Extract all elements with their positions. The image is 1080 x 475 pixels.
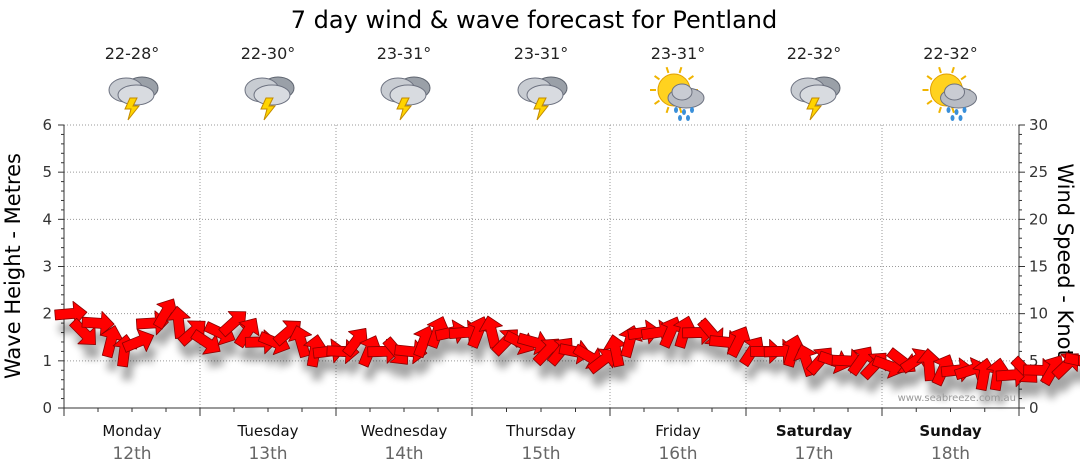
day-date: 17th [794, 444, 833, 464]
wind-arrow [603, 334, 628, 368]
wind-arrow [81, 310, 115, 336]
left-tick-label: 1 [42, 352, 52, 370]
thunderstorm-icon [517, 76, 568, 121]
left-tick-label: 5 [42, 163, 52, 181]
right-tick-label: 0 [1029, 399, 1039, 417]
wind-arrow [342, 328, 368, 358]
temperature-row: 22-28° 22-30° 23-31° 23-31° 23-31° 22-32° 22-3… [105, 44, 978, 63]
left-axis-label: Wave Height - Metres [1, 153, 25, 379]
wind-arrow-shadow [194, 343, 225, 369]
wind-arrow [726, 326, 752, 359]
wind-arrow-shadow [1044, 369, 1069, 400]
right-axis-label: Wind Speed - Knots [1053, 163, 1077, 368]
right-tick-label: 15 [1029, 258, 1048, 276]
wind-arrow [54, 300, 88, 326]
temperature-label: 22-32° [787, 44, 842, 63]
wind-arrow-shadow [73, 332, 100, 359]
wind-arrow [218, 311, 247, 338]
wind-arrow [1063, 349, 1080, 374]
day-date: 16th [658, 444, 697, 464]
day-name: Thursday [505, 422, 576, 440]
wind-arrow [69, 317, 96, 346]
left-tick-label: 6 [42, 116, 52, 134]
right-tick-label: 30 [1029, 116, 1048, 134]
day-date: 13th [248, 444, 287, 464]
day-date: 12th [112, 444, 151, 464]
temperature-label: 22-28° [105, 44, 160, 63]
right-tick-label: 5 [1029, 352, 1039, 370]
temperature-label: 22-30° [241, 44, 296, 63]
temperature-label: 23-31° [377, 44, 432, 63]
right-tick-label: 20 [1029, 210, 1048, 228]
day-labels: Monday 12th Tuesday 13th Wednesday 14th Thursd… [102, 422, 981, 464]
sun-showers-icon [650, 66, 705, 121]
wind-arrow [234, 317, 260, 349]
day-name: Friday [655, 422, 701, 440]
wind-arrow-shadow [591, 362, 620, 388]
temperature-label: 22-32° [923, 44, 978, 63]
day-date: 14th [384, 444, 423, 464]
temperature-label: 23-31° [514, 44, 569, 63]
weather-icon-row [108, 66, 977, 121]
thunderstorm-icon [244, 76, 295, 121]
day-name: Tuesday [236, 422, 298, 440]
wind-arrow [99, 325, 124, 359]
left-tick-label: 4 [42, 210, 52, 228]
chart-title: 7 day wind & wave forecast for Pentland [291, 6, 777, 34]
wind-arrow-layer [54, 298, 1080, 392]
left-tick-label: 2 [42, 305, 52, 323]
day-date: 18th [931, 444, 970, 464]
temperature-label: 23-31° [651, 44, 706, 63]
wind-arrow [190, 329, 221, 355]
sun-showers-icon [922, 66, 977, 121]
axis-labels: Wave Height - Metres Wind Speed - Knots [1, 153, 1077, 379]
day-date: 15th [521, 444, 560, 464]
wind-arrow [121, 328, 155, 353]
wind-arrow [782, 334, 806, 368]
chart-grid [64, 124, 1019, 408]
thunderstorm-icon [790, 76, 841, 121]
right-tick-label: 10 [1029, 305, 1048, 323]
right-tick-label: 25 [1029, 163, 1048, 181]
day-name: Saturday [776, 422, 853, 440]
day-name: Sunday [919, 422, 982, 440]
wind-arrow-series [54, 298, 1080, 405]
thunderstorm-icon [108, 76, 159, 121]
day-name: Wednesday [361, 422, 448, 440]
day-name: Monday [102, 422, 161, 440]
left-tick-label: 0 [42, 399, 52, 417]
wind-arrow-shadow [126, 343, 158, 367]
credit-text: www.seabreeze.com.au [898, 393, 1016, 404]
thunderstorm-icon [380, 76, 431, 121]
left-tick-label: 3 [42, 258, 52, 276]
